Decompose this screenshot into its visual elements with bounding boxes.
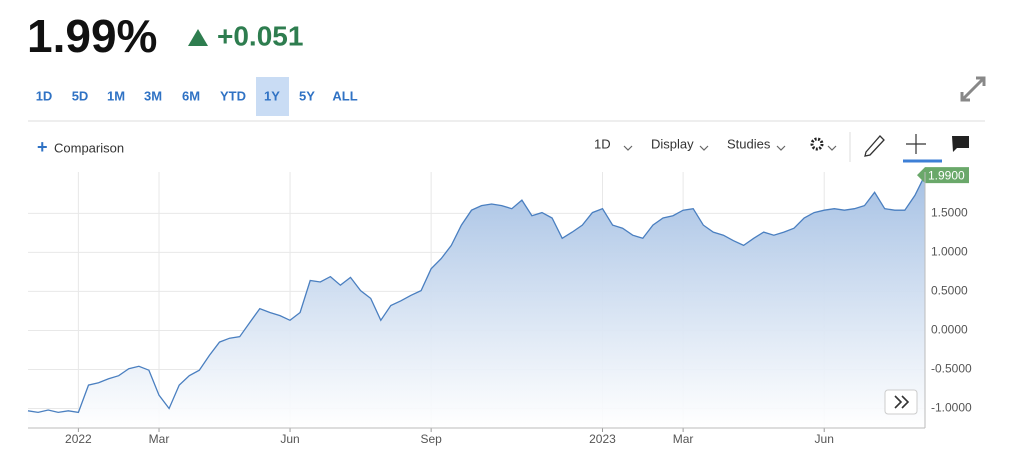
y-tick-label: 1.0000	[931, 245, 968, 259]
x-tick-label: 2022	[65, 432, 92, 446]
chart: -1.0000 -0.5000 0.0000 0.5000 1.0000 1.5000 20…	[27, 167, 972, 446]
comparison[interactable]: Comparison	[54, 140, 124, 155]
comment-icon[interactable]	[952, 136, 969, 152]
x-tick-label: Mar	[673, 432, 694, 446]
last-value-label: 1.9900	[928, 168, 965, 182]
y-tick-label: -0.5000	[931, 362, 972, 376]
interval[interactable]: 1D	[594, 136, 611, 151]
y-tick-label: -1.0000	[931, 401, 972, 415]
range-button[interactable]: ALL	[332, 88, 357, 103]
x-tick-label: Mar	[149, 432, 170, 446]
change: +0.051	[217, 20, 303, 51]
price: 1.99%	[27, 10, 157, 62]
draw-icon[interactable]	[864, 135, 885, 157]
range-button[interactable]: 5Y	[299, 88, 315, 103]
x-tick-label: Jun	[280, 432, 299, 446]
range-button[interactable]: 5D	[72, 88, 89, 103]
range-active	[256, 77, 289, 116]
x-tick-label: 2023	[589, 432, 616, 446]
area-fill	[28, 175, 925, 428]
studies[interactable]: Studies	[727, 136, 771, 151]
scroll-icon	[894, 395, 910, 409]
range-button[interactable]: 1D	[36, 88, 53, 103]
expand-icon[interactable]	[960, 76, 986, 102]
x-tick-label: Jun	[815, 432, 834, 446]
up-arrow	[188, 29, 208, 46]
x-tick-label: Sep	[420, 432, 442, 446]
range-button[interactable]: 1M	[107, 88, 125, 103]
range-bar: 1D 5D 1M 3M 6M YTD 1Y 5Y ALL	[36, 77, 358, 116]
crosshair-icon[interactable]	[906, 134, 926, 154]
y-tick-label: 0.5000	[931, 284, 968, 298]
y-tick-label: 1.5000	[931, 206, 968, 220]
last-value-tag	[917, 167, 969, 184]
range-button[interactable]: 1Y	[264, 88, 280, 103]
line	[27, 174, 926, 414]
display[interactable]: Display	[651, 136, 694, 151]
chevrons	[623, 145, 837, 151]
settings-icon[interactable]	[810, 137, 824, 151]
plus[interactable]: +	[37, 137, 48, 157]
range-button[interactable]: 3M	[144, 88, 162, 103]
range-button[interactable]: 6M	[182, 88, 200, 103]
range-button[interactable]: YTD	[220, 88, 246, 103]
y-tick-label: 0.0000	[931, 323, 968, 337]
